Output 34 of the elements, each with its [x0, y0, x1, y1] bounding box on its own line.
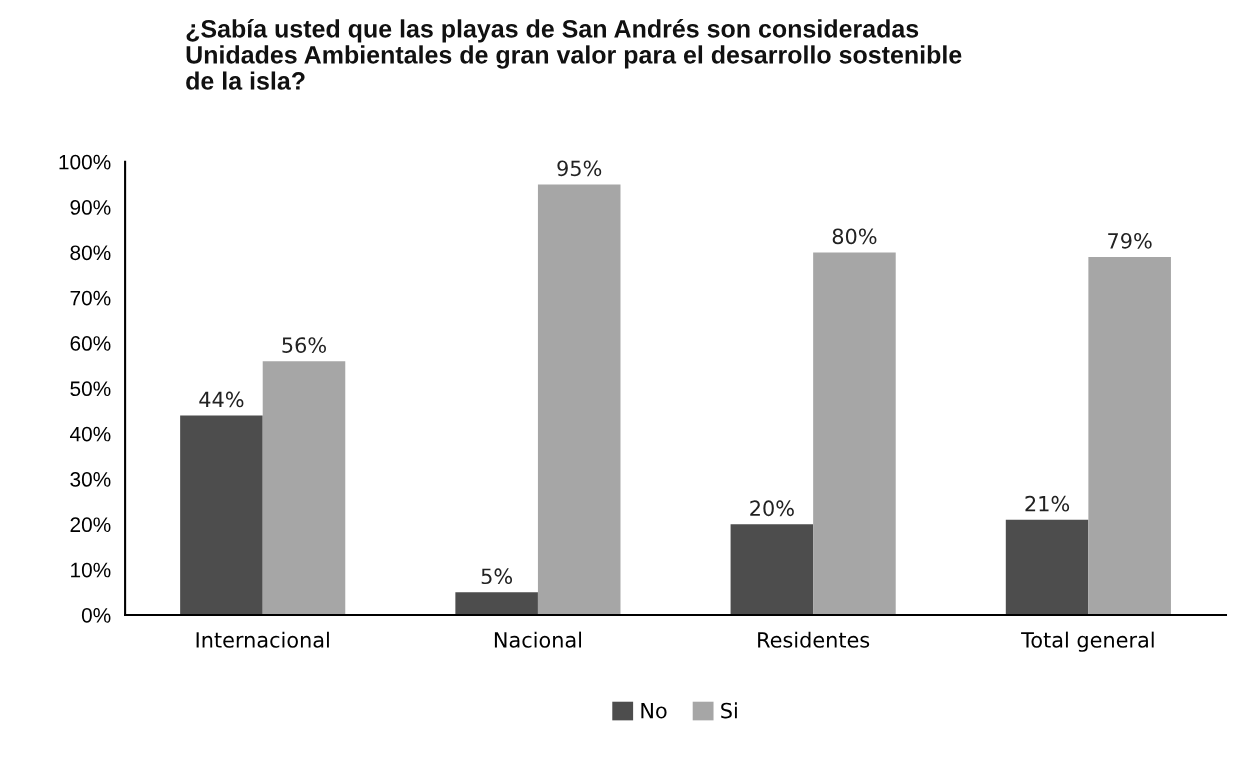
x-tick-label: Nacional: [494, 631, 582, 648]
data-label: 95%: [557, 160, 602, 177]
bar: [537, 184, 621, 615]
data-label: 79%: [1108, 232, 1152, 249]
y-tick-label: 10%: [71, 562, 111, 578]
bar: [730, 524, 814, 615]
data-label: 44%: [199, 391, 244, 408]
y-tick-label: 80%: [70, 245, 111, 261]
y-tick-label: 50%: [70, 381, 111, 397]
bar: [455, 592, 538, 615]
y-tick-label: 0%: [81, 607, 111, 623]
data-label: 20%: [750, 500, 794, 517]
x-tick-label: Total general: [1021, 631, 1154, 652]
y-tick-label: 60%: [70, 336, 111, 351]
bar: [813, 252, 896, 615]
y-tick-label: 20%: [70, 517, 111, 533]
x-tick-label: Internacional: [196, 631, 329, 648]
data-label: 56%: [282, 337, 326, 353]
y-tick-label: 90%: [70, 200, 111, 215]
y-tick-label: 30%: [70, 472, 111, 487]
y-tick-label: 70%: [70, 290, 111, 306]
y-tick-label: 100%: [59, 154, 111, 170]
data-label: 21%: [1025, 495, 1070, 512]
x-tick-label: Residentes: [758, 631, 870, 648]
legend-label: Si: [721, 702, 737, 719]
data-label: 5%: [481, 568, 513, 585]
data-label: 80%: [832, 228, 877, 245]
chart-title: ¿Sabía usted que las playas de San Andrés son consideradas Unidades Ambientales de gran valor para el desarrollo sostenible de la isla?: [186, 19, 962, 90]
bar: [1088, 256, 1171, 615]
y-tick-label: 40%: [69, 426, 111, 442]
bar: [262, 361, 346, 615]
legend-label: No: [641, 702, 667, 719]
bar: [1005, 519, 1089, 615]
bar: [180, 415, 263, 615]
